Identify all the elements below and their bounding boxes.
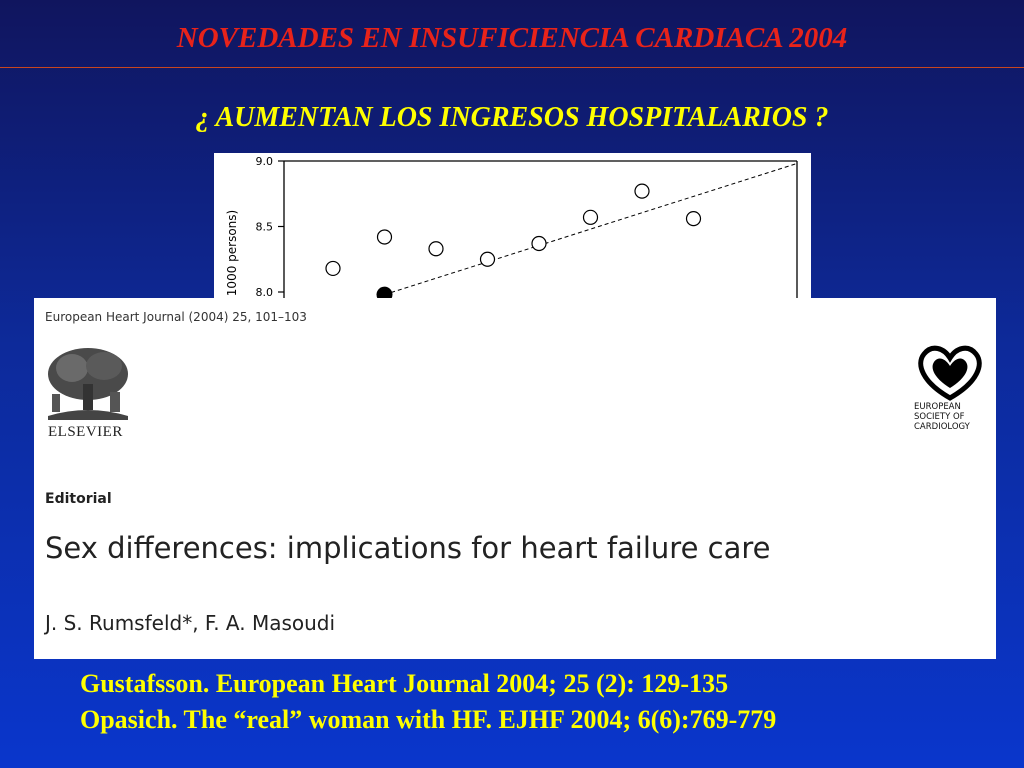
y-ticks: 9.0 8.5 8.0: [256, 155, 284, 299]
section-label: Editorial: [45, 491, 112, 507]
open-point: [428, 241, 444, 257]
esc-line-3: CARDIOLOGY: [914, 422, 970, 432]
esc-line-1: EUROPEAN: [914, 402, 961, 412]
y-tick-label: 9.0: [256, 155, 274, 168]
open-point: [479, 251, 496, 267]
y-tick-label: 8.0: [256, 286, 274, 299]
open-point: [531, 235, 547, 252]
open-point: [685, 211, 702, 227]
article-authors: J. S. Rumsfeld*, F. A. Masoudi: [45, 611, 336, 635]
scatter-chart: 1000 persons) 9.0 8.5 8.0: [214, 153, 811, 299]
chart-svg: 1000 persons) 9.0 8.5 8.0: [225, 155, 798, 299]
filled-point: [376, 286, 393, 299]
y-axis-label: 1000 persons): [225, 210, 239, 296]
esc-wordmark: EUROPEAN SOCIETY OF CARDIOLOGY: [914, 402, 986, 432]
esc-line-2: SOCIETY OF: [914, 412, 965, 422]
article-title: Sex differences: implications for heart …: [45, 531, 771, 565]
reference-1: Gustafsson. European Heart Journal 2004;…: [80, 669, 729, 698]
open-point: [325, 260, 341, 277]
esc-heart-icon: [918, 345, 982, 401]
title-divider: [0, 67, 1024, 68]
reference-2: Opasich. The “real” woman with HF. EJHF …: [80, 705, 777, 734]
slide-subtitle: ¿ AUMENTAN LOS INGRESOS HOSPITALARIOS ?: [195, 102, 829, 133]
references: Gustafsson. European Heart Journal 2004;…: [80, 666, 776, 738]
elsevier-tree-icon: [44, 344, 132, 420]
open-point: [582, 209, 599, 225]
journal-reference: European Heart Journal (2004) 25, 101–10…: [45, 310, 307, 324]
trend-line: [384, 163, 797, 296]
open-point: [634, 183, 650, 199]
article-card: European Heart Journal (2004) 25, 101–10…: [34, 298, 996, 659]
data-points: [325, 183, 702, 299]
slide-title: NOVEDADES EN INSUFICIENCIA CARDIACA 2004: [176, 22, 848, 54]
y-tick-label: 8.5: [256, 221, 274, 234]
open-point: [376, 229, 393, 245]
elsevier-wordmark: ELSEVIER: [48, 424, 123, 440]
